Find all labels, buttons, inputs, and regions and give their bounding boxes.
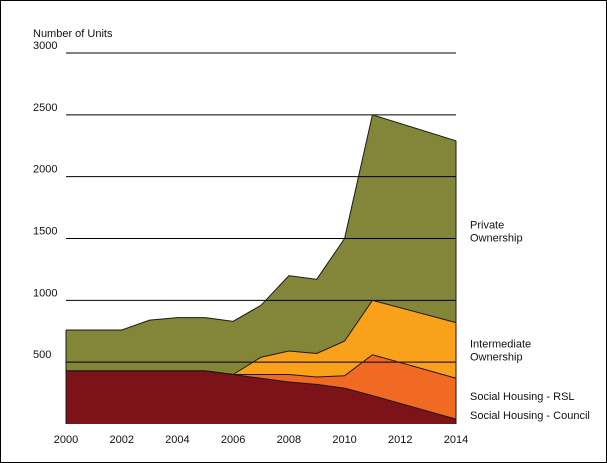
y-tick-label: 3000 (33, 40, 57, 52)
y-tick-label: 1000 (33, 287, 57, 299)
y-axis-label: Number of Units (33, 28, 113, 40)
x-tick-label: 2002 (109, 434, 133, 446)
area-private-ownership (66, 114, 456, 375)
x-tick-label: 2008 (277, 434, 301, 446)
area-social-housing-rsl (66, 354, 456, 420)
x-tick-label: 2006 (221, 434, 245, 446)
x-tick-label: 2014 (444, 434, 468, 446)
area-social-housing-council (66, 370, 456, 424)
series-label: Intermediate Ownership (470, 338, 531, 363)
y-tick-label: 2500 (33, 102, 57, 114)
y-tick-label: 1500 (33, 226, 57, 238)
x-tick-label: 2012 (388, 434, 412, 446)
series-edge (66, 299, 457, 376)
x-tick-label: 2000 (54, 434, 78, 446)
y-tick-label: 2000 (33, 164, 57, 176)
series-label: Social Housing - RSL (470, 391, 575, 403)
area-intermediate-ownership (66, 300, 456, 379)
series-label: Private Ownership (470, 220, 523, 245)
x-tick-label: 2004 (165, 434, 189, 446)
series-edge (66, 114, 457, 331)
x-tick-label: 2010 (332, 434, 356, 446)
y-tick-label: 500 (33, 349, 51, 361)
series-label: Social Housing - Council (470, 410, 590, 422)
